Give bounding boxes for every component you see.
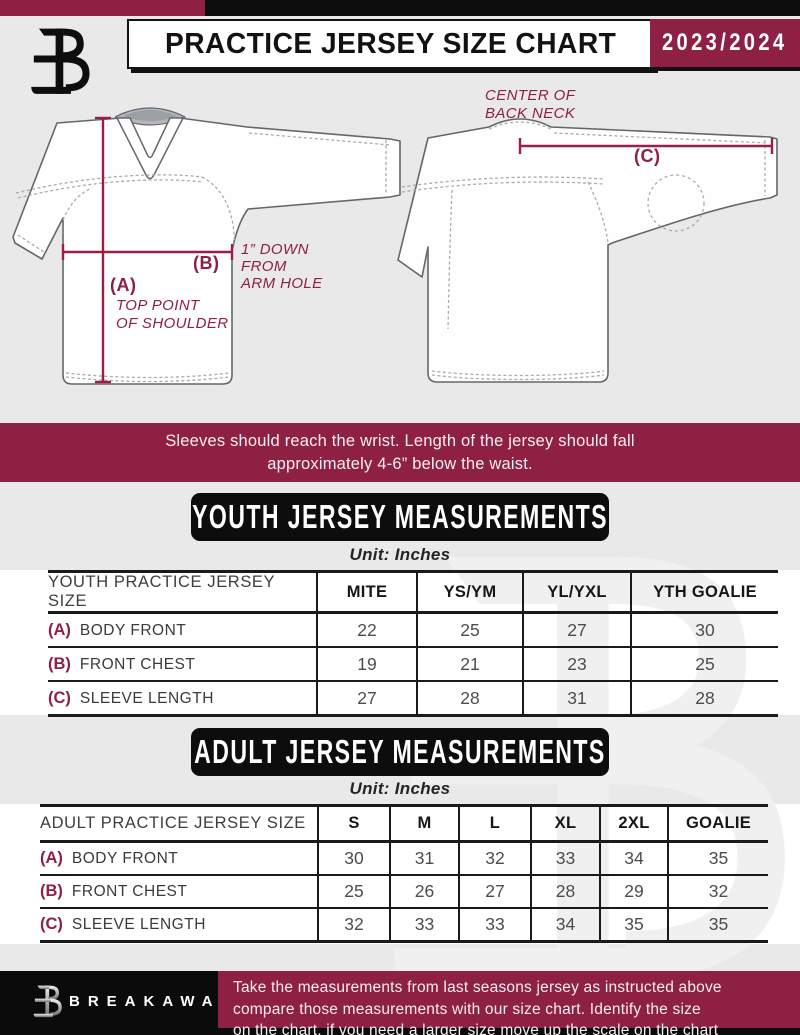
back-jersey-outline	[397, 118, 778, 383]
cell-value: 34	[530, 908, 600, 942]
footer-bar: BREAKAWAY Take the measurements from las…	[0, 971, 800, 1035]
cell-value: 22	[316, 612, 417, 647]
table-row: (C) SLEEVE LENGTH 27 28 31 28	[48, 681, 778, 716]
youth-section-title-pill: YOUTH JERSEY MEASUREMENTS	[191, 493, 609, 541]
cell-value: 31	[522, 681, 631, 716]
row-label: FRONT CHEST	[71, 883, 188, 900]
cell-value: 28	[530, 875, 600, 908]
adult-size-table: ADULT PRACTICE JERSEY SIZE S M L XL 2XL …	[40, 804, 768, 943]
measure-note-b: 1” DOWN FROM ARM HOLE	[241, 241, 323, 292]
cell-value: 31	[389, 841, 459, 875]
youth-col-ysym: YS/YM	[416, 571, 523, 613]
table-row: (C) SLEEVE LENGTH 32 33 33 34 35 35	[40, 908, 768, 942]
cell-value: 19	[316, 647, 417, 681]
measure-key-b: (B)	[193, 253, 220, 273]
table-row: (B) FRONT CHEST 19 21 23 25	[48, 647, 778, 681]
measure-key-a: (A)	[110, 275, 137, 295]
season-badge: 2023/2024	[650, 19, 800, 67]
page-title: PRACTICE JERSEY SIZE CHART	[164, 27, 617, 60]
footer-instructions-panel: Take the measurements from last seasons …	[218, 971, 800, 1035]
row-label: SLEEVE LENGTH	[71, 916, 206, 933]
cell-value: 32	[317, 908, 390, 942]
cell-value: 26	[389, 875, 459, 908]
adult-col-2xl: 2XL	[599, 805, 668, 842]
table-row: (A) BODY FRONT 22 25 27 30	[48, 612, 778, 647]
fit-callout-banner: Sleeves should reach the wrist. Length o…	[0, 423, 800, 482]
cell-value: 33	[530, 841, 600, 875]
cell-value: 32	[667, 875, 768, 908]
row-key: (A)	[40, 849, 63, 867]
footer-instructions: Take the measurements from last seasons …	[233, 979, 722, 1035]
cell-value: 25	[416, 612, 523, 647]
youth-col-size: YOUTH PRACTICE JERSEY SIZE	[48, 573, 275, 610]
adult-col-size: ADULT PRACTICE JERSEY SIZE	[40, 814, 306, 832]
row-label: BODY FRONT	[71, 850, 179, 867]
row-key: (A)	[48, 620, 71, 639]
cell-value: 33	[458, 908, 531, 942]
cell-value: 27	[522, 612, 631, 647]
cell-value: 27	[316, 681, 417, 716]
youth-header-row: YOUTH PRACTICE JERSEY SIZE MITE YS/YM YL…	[48, 571, 778, 613]
cell-value: 32	[458, 841, 531, 875]
row-label: BODY FRONT	[79, 621, 187, 639]
fit-callout-line1: Sleeves should reach the wrist. Length o…	[165, 431, 635, 450]
adult-col-s: S	[317, 805, 390, 842]
youth-section-title: YOUTH JERSEY MEASUREMENTS	[192, 498, 608, 535]
youth-col-mite: MITE	[316, 571, 417, 613]
adult-col-m: M	[389, 805, 459, 842]
adult-col-xl: XL	[530, 805, 600, 842]
cell-value: 28	[416, 681, 523, 716]
season-label: 2023/2024	[662, 29, 788, 56]
top-strip-maroon	[0, 0, 205, 16]
row-label: SLEEVE LENGTH	[79, 689, 214, 707]
adult-section-title: ADULT JERSEY MEASUREMENTS	[194, 733, 606, 770]
cell-value: 35	[667, 841, 768, 875]
jersey-diagrams	[12, 107, 778, 385]
row-key: (C)	[48, 688, 71, 707]
cell-value: 28	[630, 681, 778, 716]
cell-value: 27	[458, 875, 531, 908]
front-measurement-lines	[61, 116, 234, 384]
adult-unit-label: Unit: Inches	[349, 779, 451, 798]
measure-note-a: TOP POINT OF SHOULDER	[116, 297, 229, 332]
youth-unit-label: Unit: Inches	[349, 545, 451, 564]
measure-key-c: (C)	[634, 146, 661, 166]
cell-value: 23	[522, 647, 631, 681]
cell-value: 29	[599, 875, 668, 908]
row-key: (B)	[48, 654, 71, 673]
youth-size-table: YOUTH PRACTICE JERSEY SIZE MITE YS/YM YL…	[48, 570, 778, 717]
cell-value: 25	[630, 647, 778, 681]
row-key: (C)	[40, 915, 63, 933]
cell-value: 25	[317, 875, 390, 908]
top-strip-black	[205, 0, 800, 16]
adult-section-title-pill: ADULT JERSEY MEASUREMENTS	[191, 728, 609, 776]
cell-value: 34	[599, 841, 668, 875]
cell-value: 35	[667, 908, 768, 942]
breakaway-footer-logo	[33, 985, 62, 1018]
adult-col-l: L	[458, 805, 531, 842]
cell-value: 30	[317, 841, 390, 875]
row-label: FRONT CHEST	[79, 655, 196, 673]
brand-wordmark: BREAKAWAY	[69, 993, 238, 1010]
youth-col-ylyxl: YL/YXL	[522, 571, 631, 613]
front-stitching	[15, 132, 391, 383]
adult-header-row: ADULT PRACTICE JERSEY SIZE S M L XL 2XL …	[40, 805, 768, 842]
youth-col-goalie: YTH GOALIE	[630, 571, 778, 613]
measure-note-c: CENTER OF BACK NECK	[485, 87, 576, 122]
cell-value: 35	[599, 908, 668, 942]
breakaway-logo	[31, 28, 90, 94]
table-row: (A) BODY FRONT 30 31 32 33 34 35	[40, 841, 768, 875]
table-row: (B) FRONT CHEST 25 26 27 28 29 32	[40, 875, 768, 908]
front-collar	[114, 107, 187, 180]
fit-callout-line2: approximately 4-6” below the waist.	[267, 454, 533, 473]
cell-value: 21	[416, 647, 523, 681]
cell-value: 33	[389, 908, 459, 942]
back-measurement-line	[518, 138, 774, 154]
adult-col-goalie: GOALIE	[667, 805, 768, 842]
row-key: (B)	[40, 882, 63, 900]
cell-value: 30	[630, 612, 778, 647]
back-stitching	[401, 121, 769, 381]
title-banner: PRACTICE JERSEY SIZE CHART	[127, 19, 654, 69]
